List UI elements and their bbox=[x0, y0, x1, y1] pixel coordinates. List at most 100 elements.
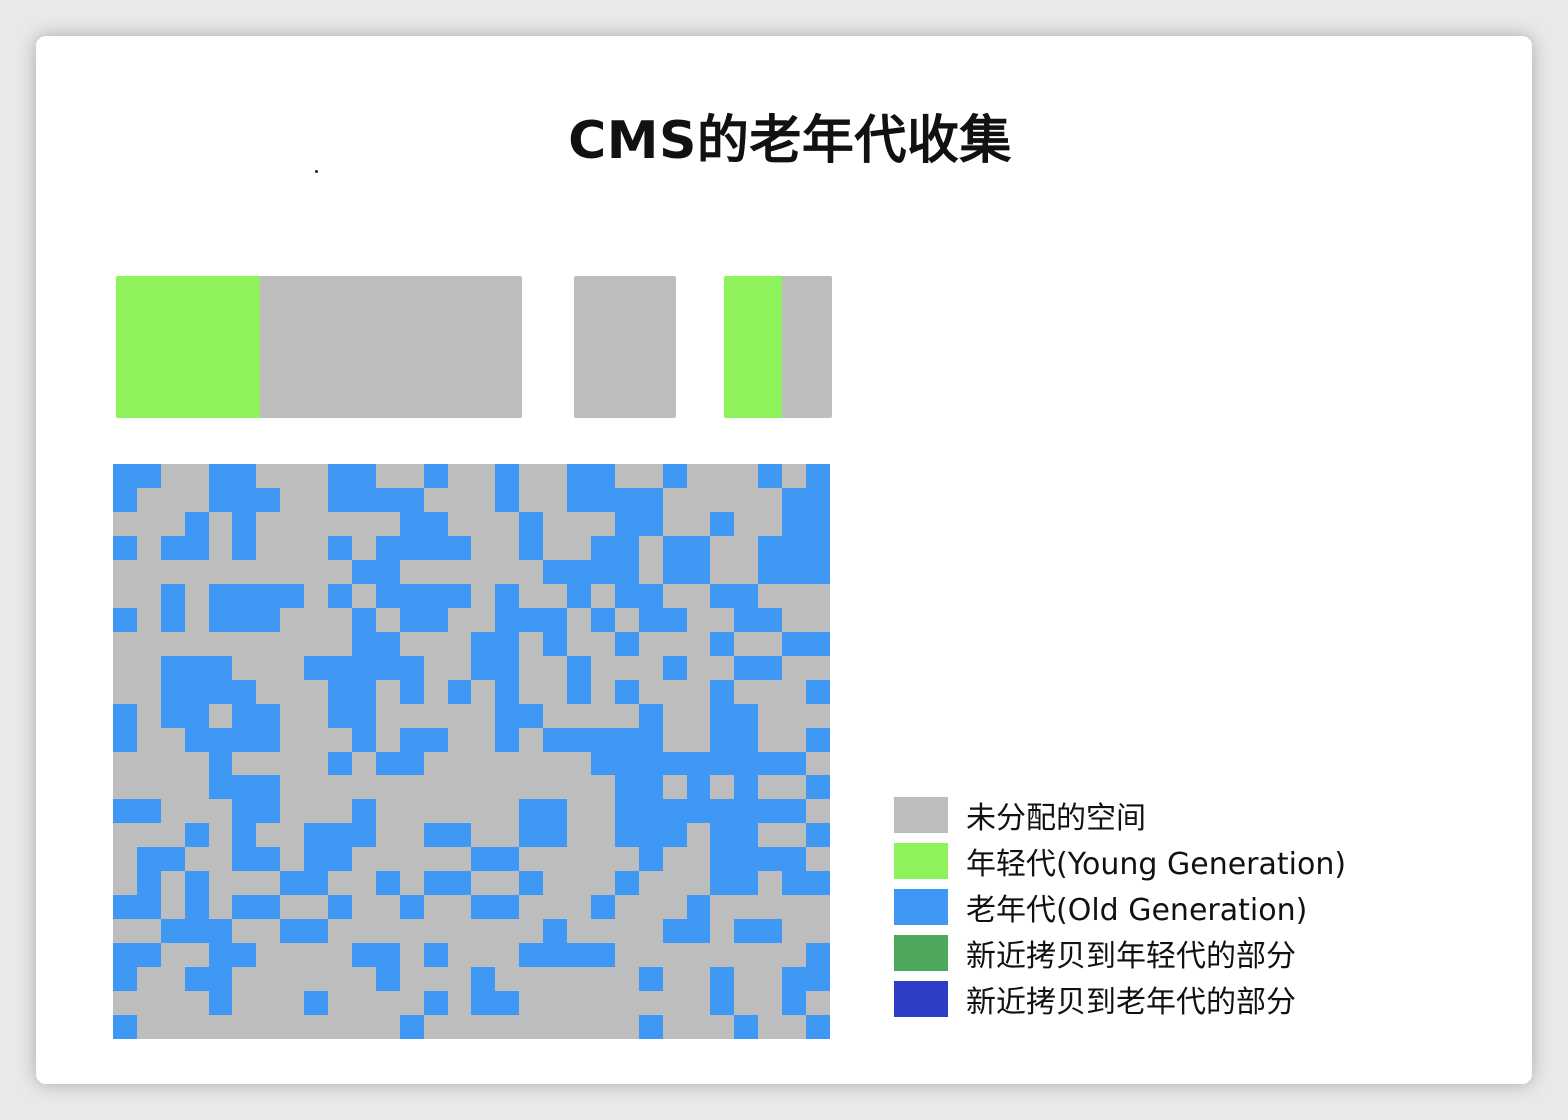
old-gen-cell bbox=[806, 631, 830, 656]
old-gen-cell bbox=[471, 655, 496, 680]
old-generation-grid bbox=[113, 464, 830, 1039]
old-gen-cell bbox=[543, 631, 568, 656]
free-cell bbox=[184, 607, 209, 632]
free-cell bbox=[280, 607, 305, 632]
free-cell bbox=[543, 751, 568, 776]
free-cell bbox=[184, 943, 209, 968]
free-cell bbox=[567, 799, 591, 824]
legend-item-young: 年轻代(Young Generation) bbox=[894, 838, 1346, 884]
old-gen-cell bbox=[471, 631, 496, 656]
free-cell bbox=[304, 464, 329, 488]
old-gen-cell bbox=[399, 895, 424, 920]
old-gen-cell bbox=[638, 967, 663, 992]
free-cell bbox=[280, 967, 305, 992]
old-gen-cell bbox=[495, 464, 520, 488]
free-cell bbox=[806, 847, 830, 872]
free-cell bbox=[471, 583, 496, 608]
free-cell bbox=[662, 895, 687, 920]
free-cell bbox=[256, 679, 281, 704]
free-cell bbox=[136, 991, 161, 1016]
old-gen-cell bbox=[590, 943, 615, 968]
free-cell bbox=[351, 871, 376, 896]
old-gen-cell bbox=[662, 535, 687, 560]
free-cell bbox=[710, 775, 735, 800]
free-cell bbox=[160, 895, 185, 920]
old-gen-cell bbox=[590, 607, 615, 632]
old-gen-cell bbox=[567, 464, 591, 488]
free-cell bbox=[280, 727, 305, 752]
old-gen-cell bbox=[782, 871, 807, 896]
free-cell bbox=[471, 727, 496, 752]
old-gen-cell bbox=[567, 655, 591, 680]
free-cell bbox=[208, 895, 233, 920]
old-gen-cell bbox=[351, 487, 376, 512]
free-cell bbox=[686, 464, 711, 488]
free-cell bbox=[423, 487, 448, 512]
free-cell bbox=[256, 943, 281, 968]
free-cell bbox=[590, 703, 615, 728]
free-cell bbox=[208, 799, 233, 824]
old-gen-cell bbox=[734, 775, 759, 800]
legend-label-copied-young: 新近拷贝到年轻代的部分 bbox=[966, 939, 1296, 974]
free-cell bbox=[519, 775, 544, 800]
free-cell bbox=[495, 919, 520, 944]
free-cell bbox=[136, 775, 161, 800]
free-cell bbox=[710, 535, 735, 560]
old-gen-cell bbox=[519, 943, 544, 968]
free-cell bbox=[734, 895, 759, 920]
free-cell bbox=[280, 751, 305, 776]
old-gen-cell bbox=[782, 967, 807, 992]
old-gen-cell bbox=[113, 727, 137, 752]
old-gen-cell bbox=[662, 919, 687, 944]
old-gen-cell bbox=[399, 487, 424, 512]
old-gen-cell bbox=[495, 991, 520, 1016]
old-gen-cell bbox=[806, 535, 830, 560]
free-cell bbox=[256, 464, 281, 488]
old-gen-cell bbox=[256, 895, 281, 920]
free-cell bbox=[280, 559, 305, 584]
old-gen-cell bbox=[758, 919, 783, 944]
old-gen-cell bbox=[758, 535, 783, 560]
free-cell bbox=[471, 1015, 496, 1039]
free-cell bbox=[758, 487, 783, 512]
free-cell bbox=[280, 943, 305, 968]
old-gen-cell bbox=[710, 871, 735, 896]
old-gen-cell bbox=[423, 535, 448, 560]
free-cell bbox=[256, 655, 281, 680]
free-cell bbox=[519, 559, 544, 584]
free-cell bbox=[375, 799, 400, 824]
free-cell bbox=[543, 991, 568, 1016]
free-cell bbox=[423, 751, 448, 776]
old-gen-cell bbox=[686, 919, 711, 944]
eden-used-segment bbox=[116, 276, 261, 418]
free-cell bbox=[328, 871, 352, 896]
free-cell bbox=[328, 631, 352, 656]
old-gen-cell bbox=[519, 535, 544, 560]
free-cell bbox=[734, 967, 759, 992]
free-cell bbox=[614, 895, 639, 920]
free-cell bbox=[638, 655, 663, 680]
old-gen-cell bbox=[256, 607, 281, 632]
old-gen-cell bbox=[423, 464, 448, 488]
free-cell bbox=[519, 847, 544, 872]
old-gen-cell bbox=[806, 943, 830, 968]
old-gen-cell bbox=[638, 583, 663, 608]
old-gen-cell bbox=[208, 679, 233, 704]
free-cell bbox=[590, 679, 615, 704]
old-gen-cell bbox=[590, 751, 615, 776]
free-cell bbox=[208, 823, 233, 848]
free-cell bbox=[638, 991, 663, 1016]
free-cell bbox=[662, 727, 687, 752]
free-cell bbox=[304, 487, 329, 512]
old-gen-cell bbox=[614, 631, 639, 656]
free-cell bbox=[614, 1015, 639, 1039]
legend-item-copied-old: 新近拷贝到老年代的部分 bbox=[894, 976, 1346, 1022]
free-cell bbox=[232, 631, 257, 656]
free-cell bbox=[686, 703, 711, 728]
free-cell bbox=[543, 511, 568, 536]
free-cell bbox=[543, 655, 568, 680]
free-cell bbox=[423, 655, 448, 680]
old-gen-cell bbox=[519, 871, 544, 896]
old-gen-cell bbox=[256, 799, 281, 824]
old-gen-cell bbox=[782, 535, 807, 560]
